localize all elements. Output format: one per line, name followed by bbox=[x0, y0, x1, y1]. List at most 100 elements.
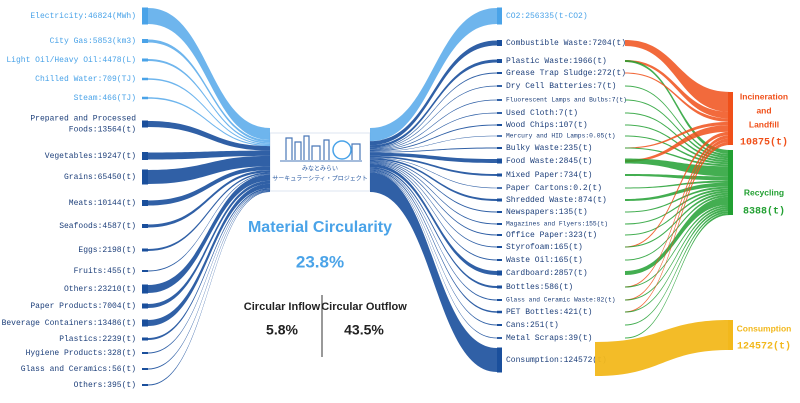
recycling-flow bbox=[625, 60, 730, 155]
output-label: Mercury and HID Lamps:0.05(t) bbox=[506, 133, 616, 140]
input-label: Fruits:455(t) bbox=[74, 267, 136, 276]
output-node bbox=[497, 124, 502, 126]
output-node bbox=[497, 85, 502, 87]
logo bbox=[269, 132, 371, 192]
input-label: Chilled Water:709(TJ) bbox=[35, 75, 136, 84]
outflow-band bbox=[370, 124, 497, 152]
input-label: Light Oil/Heavy Oil:4478(L) bbox=[6, 56, 136, 65]
outflow-band bbox=[370, 99, 497, 150]
output-label: Fluorescent Lamps and Bulbs:7(t) bbox=[506, 97, 627, 104]
incineration-flow bbox=[625, 72, 730, 122]
output-node bbox=[497, 246, 502, 248]
output-node bbox=[497, 198, 502, 202]
recycling-flow bbox=[625, 180, 730, 189]
recycling-flow bbox=[625, 147, 730, 167]
incineration-flow bbox=[625, 125, 730, 162]
outflow-band bbox=[370, 152, 497, 163]
inflow-band bbox=[148, 155, 270, 184]
destination-label: Consumption bbox=[737, 323, 792, 333]
inflow-value: 5.8% bbox=[266, 322, 298, 338]
input-label: Meats:10144(t) bbox=[69, 199, 136, 208]
outflow-band bbox=[370, 40, 497, 146]
output-label: Used Cloth:7(t) bbox=[506, 109, 578, 118]
output-node bbox=[497, 211, 502, 213]
input-node bbox=[142, 368, 148, 370]
input-label: Beverage Containers:13486(t) bbox=[2, 319, 136, 328]
destination-value: 124572(t) bbox=[737, 341, 791, 353]
input-node bbox=[142, 352, 148, 354]
logo-text: みなとみらい bbox=[302, 166, 338, 173]
outflow-label: Circular Outflow bbox=[321, 301, 407, 313]
inflow-band bbox=[148, 59, 270, 144]
incineration-flow bbox=[625, 40, 730, 112]
output-label: PET Bottles:421(t) bbox=[506, 308, 592, 317]
incineration-flow bbox=[625, 135, 730, 288]
recycling-flow bbox=[625, 210, 730, 326]
input-node bbox=[142, 319, 148, 327]
outflow-band bbox=[370, 170, 497, 326]
input-node bbox=[142, 384, 148, 386]
input-label: Electricity:46824(MWh) bbox=[30, 12, 136, 21]
output-label: Cardboard:2857(t) bbox=[506, 269, 588, 278]
outflow-band bbox=[370, 163, 497, 275]
input-label: Paper Products:7004(t) bbox=[30, 302, 136, 311]
recycling-flow bbox=[625, 212, 730, 339]
inflow-band bbox=[148, 170, 270, 228]
input-label: Eggs:2198(t) bbox=[78, 246, 136, 255]
inflow-band bbox=[148, 39, 270, 143]
recycling-flow bbox=[625, 99, 730, 159]
destination-value: 8388(t) bbox=[743, 206, 785, 218]
output-label: Mixed Paper:734(t) bbox=[506, 171, 592, 180]
input-node bbox=[142, 248, 148, 252]
output-node bbox=[497, 99, 502, 101]
input-node bbox=[142, 270, 148, 272]
output-label: Shredded Waste:874(t) bbox=[506, 196, 607, 205]
output-label: Wood Chips:107(t) bbox=[506, 121, 588, 130]
output-label: Food Waste:2845(t) bbox=[506, 157, 592, 166]
logo-text: サーキュラーシティ・プロジェクト bbox=[272, 176, 368, 183]
output-node bbox=[497, 7, 502, 25]
inflow-band bbox=[148, 191, 270, 386]
inflow-band bbox=[148, 166, 270, 206]
inflow-band bbox=[148, 190, 270, 370]
output-node bbox=[497, 310, 502, 314]
input-node bbox=[142, 58, 148, 62]
output-node bbox=[497, 270, 502, 276]
output-label: Waste Oil:165(t) bbox=[506, 256, 583, 265]
recycling-flow bbox=[625, 190, 730, 236]
output-node bbox=[497, 59, 502, 63]
output-node bbox=[497, 112, 502, 114]
incineration-node bbox=[728, 92, 733, 145]
circularity-title: Material Circularity bbox=[248, 219, 392, 236]
output-label: Paper Cartons:0.2(t) bbox=[506, 184, 602, 193]
inflow-band bbox=[148, 183, 270, 326]
input-label: Others:23210(t) bbox=[64, 285, 136, 294]
incineration-flow bbox=[625, 131, 730, 248]
outflow-band bbox=[370, 59, 497, 148]
output-label: Bulky Waste:235(t) bbox=[506, 144, 592, 153]
outflow-band bbox=[370, 159, 497, 213]
outflow-band bbox=[370, 162, 497, 248]
recycling-flow bbox=[625, 186, 730, 213]
outflow-value: 43.5% bbox=[344, 322, 384, 338]
incineration-flow bbox=[625, 60, 730, 119]
input-label: Vegetables:19247(t) bbox=[45, 152, 136, 161]
inflow-band bbox=[148, 8, 270, 141]
recycling-flow bbox=[625, 135, 730, 165]
outflow-band bbox=[370, 168, 497, 301]
recycling-flow bbox=[625, 206, 730, 301]
inflow-band bbox=[148, 180, 270, 308]
outflow-band bbox=[370, 162, 497, 261]
recycling-flow bbox=[625, 85, 730, 157]
input-node bbox=[142, 77, 148, 81]
input-node bbox=[142, 152, 148, 160]
input-label: Hygiene Products:328(t) bbox=[26, 349, 136, 358]
output-label: Bottles:586(t) bbox=[506, 283, 573, 292]
outflow-band bbox=[370, 171, 497, 339]
output-label: Cans:251(t) bbox=[506, 321, 559, 330]
recycling-flow bbox=[625, 204, 730, 288]
output-label: Combustible Waste:7204(t) bbox=[506, 39, 626, 48]
output-label: Styrofoam:165(t) bbox=[506, 243, 583, 252]
incineration-flow bbox=[625, 121, 730, 149]
output-node bbox=[497, 347, 502, 373]
